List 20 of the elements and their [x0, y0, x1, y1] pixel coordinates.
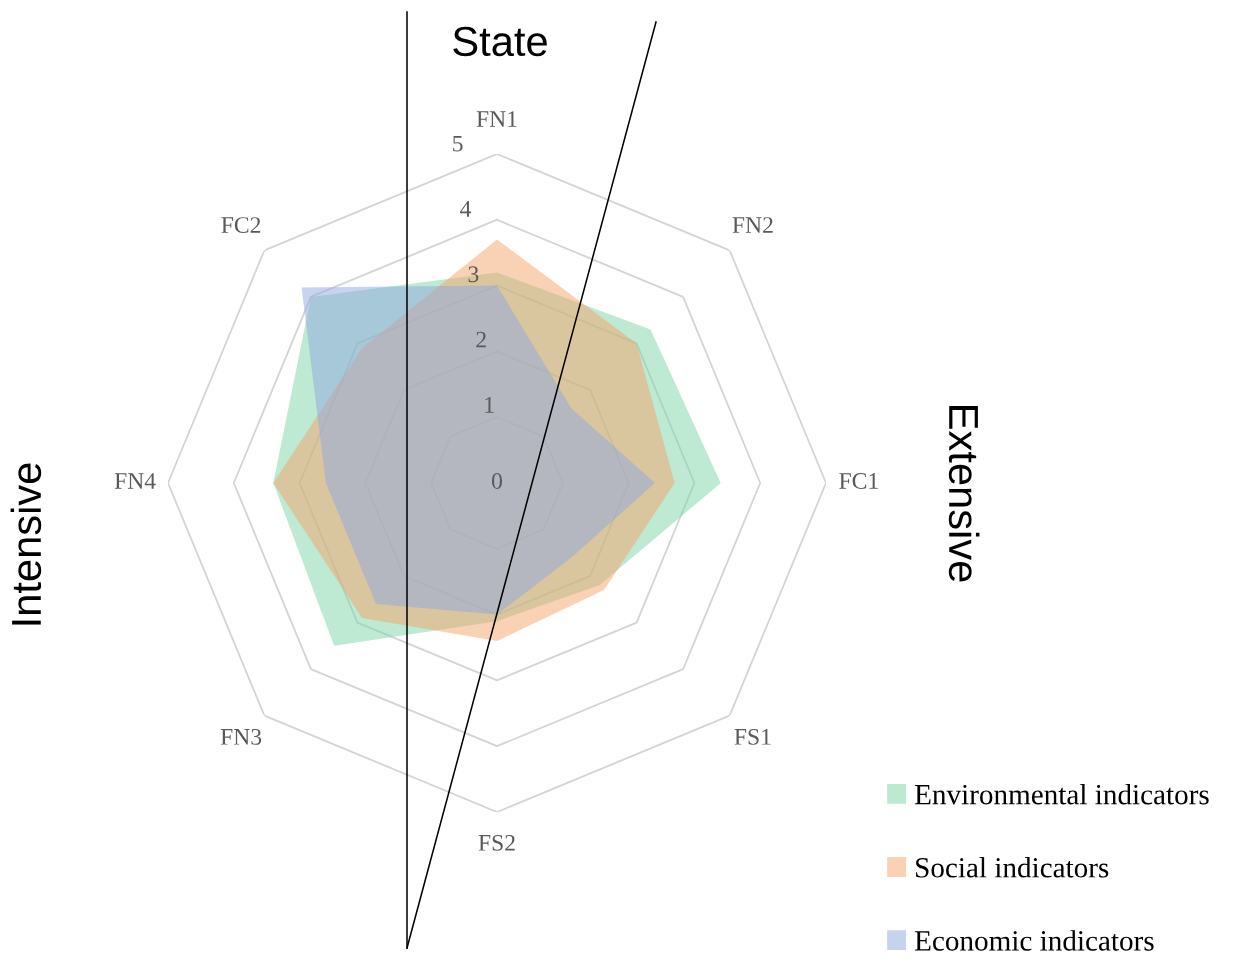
y-tick-label: 3: [468, 266, 479, 283]
spoke-label: FN4: [114, 473, 156, 489]
text: State: [453, 26, 547, 57]
legend-label: Economic indicators: [914, 930, 1154, 951]
y-tick-label: 4: [460, 201, 472, 217]
legend-label: Environmental indicators: [914, 783, 1209, 805]
spoke-label: FN2: [732, 217, 773, 233]
spoke-label: FS2: [478, 834, 515, 851]
spoke-label: FC1: [839, 473, 878, 489]
y-tick-label: 1: [485, 397, 494, 413]
spoke-label: FN1: [476, 111, 517, 127]
y-tick-label: 0: [492, 472, 502, 489]
spoke-label: FN3: [220, 728, 262, 745]
spoke-label: FS1: [734, 728, 771, 745]
text: Extensive: [948, 406, 980, 582]
y-tick-label: 5: [453, 135, 463, 152]
spoke-label: FC2: [221, 217, 261, 234]
text: Intensive: [10, 463, 42, 625]
y-tick-label: 2: [476, 331, 486, 348]
legend-label: Social indicators: [916, 857, 1109, 878]
